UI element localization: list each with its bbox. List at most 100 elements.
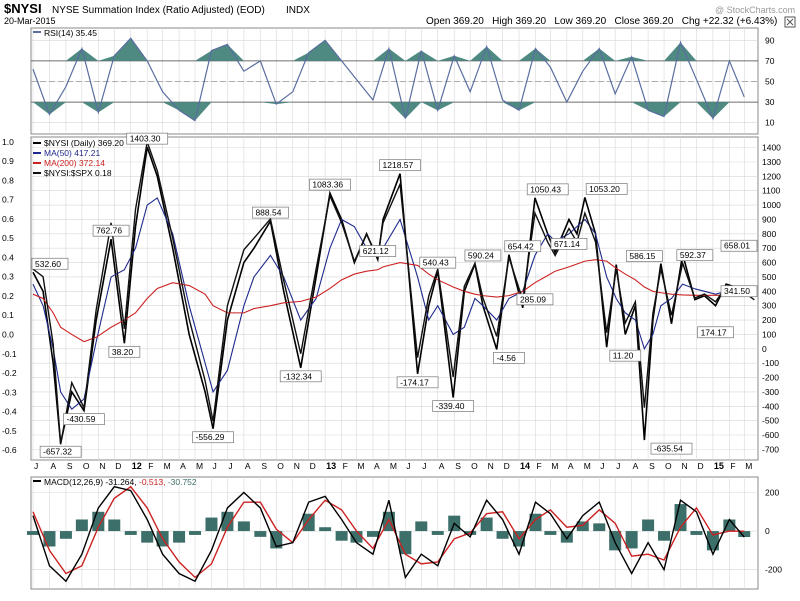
x-axis-month-label: A [245, 461, 251, 471]
price-y-left-tick-label: 0.1 [2, 310, 14, 320]
price-annotation-label: 38.20 [112, 347, 134, 357]
macd-histogram-bar [302, 513, 315, 532]
series-line-ma200 [32, 259, 755, 343]
rsi-y-tick-label: 70 [765, 56, 775, 66]
price-y-right-tick-label: 300 [762, 301, 776, 311]
price-y-right-tick-label: -100 [762, 358, 779, 368]
macd-histogram-bar [141, 531, 154, 543]
price-legend-swatch [33, 142, 41, 144]
macd-histogram-bar [254, 531, 267, 537]
price-y-left-tick-label: 0.7 [2, 195, 14, 205]
x-axis-month-label: A [633, 461, 639, 471]
macd-histogram-bar [75, 519, 88, 532]
macd-histogram-bar [723, 519, 736, 532]
price-annotation: 590.24 [464, 249, 502, 262]
macd-histogram-bar [658, 531, 671, 541]
rsi-panel-frame [30, 27, 759, 135]
x-axis-month-label: O [277, 461, 284, 471]
macd-histogram-bar [59, 531, 72, 539]
x-axis-month-label: M [164, 461, 171, 471]
price-y-right-tick-label: 0 [762, 344, 767, 354]
price-y-left-tick-label: 0.3 [2, 272, 14, 282]
close-box-icon[interactable] [784, 16, 796, 28]
price-panel-frame [30, 136, 759, 461]
macd-histogram-bar [319, 527, 332, 532]
macd-histogram-bar [480, 517, 493, 532]
x-axis-month-label: J [422, 461, 426, 471]
x-axis-month-label: M [584, 461, 591, 471]
price-legend-swatch [33, 162, 41, 164]
x-axis-month-label: F [148, 461, 153, 471]
macd-histogram-bar [609, 531, 622, 551]
price-annotation-label: 671.14 [554, 239, 580, 249]
rsi-y-tick-label: 30 [765, 97, 775, 107]
rsi-y-tick-label: 50 [765, 77, 775, 87]
price-y-right-tick-label: 200 [762, 315, 776, 325]
price-annotation: 621.12 [359, 245, 397, 257]
series-line-nysi-spx-ratio [32, 139, 755, 445]
rsi-y-tick-label: 90 [765, 35, 775, 45]
price-annotation: -132.34 [279, 370, 322, 383]
macd-histogram-bar [560, 531, 573, 543]
x-axis-month-label: S [649, 461, 655, 471]
price-annotation: -174.17 [396, 376, 439, 389]
macd-histogram-bar [270, 531, 283, 549]
price-annotation-label: -132.34 [283, 371, 312, 381]
x-axis-month-label: 13 [326, 461, 336, 471]
price-y-right-tick-label: 500 [762, 272, 776, 282]
x-axis-month-label: M [196, 461, 203, 471]
price-annotation-label: 1083.36 [312, 180, 343, 190]
x-axis-month-label: S [67, 461, 73, 471]
price-annotation: 341.50 [720, 285, 758, 298]
price-y-left-tick-label: -0.6 [2, 445, 17, 455]
macd-histogram-bar [237, 521, 250, 532]
price-legend-label: $NYSI (Daily) 369.20 [44, 138, 124, 148]
x-axis-month-label: D [504, 461, 510, 471]
price-annotation: -657.32 [39, 445, 82, 458]
x-axis-month-label: A [50, 461, 56, 471]
price-y-right-tick-label: -500 [762, 416, 779, 426]
axes-layer: J A S O N D 12 F M A M J J A S O N D 13 F M A M J J A S O N D 14 F M A M J J… [2, 35, 782, 574]
chart-exchange: INDX [286, 5, 310, 16]
price-annotation-label: 762.76 [96, 226, 122, 236]
price-y-right-tick-label: 1300 [762, 157, 781, 167]
price-annotation: -4.56 [493, 352, 525, 364]
price-legend-label: MA(200) 372.14 [44, 158, 105, 168]
x-axis-month-label: M [390, 461, 397, 471]
price-annotation-label: 532.60 [35, 259, 61, 269]
x-axis-month-label: S [455, 461, 461, 471]
x-axis-month-label: M [551, 461, 558, 471]
series-line-nysi [32, 146, 755, 444]
price-y-left-tick-label: -0.2 [2, 368, 17, 378]
rsi-y-tick-label: 10 [765, 118, 775, 128]
legend-layer: RSI(14) 35.45 $NYSI (Daily) 369.20MA(50) … [33, 28, 197, 487]
price-annotation-label: 540.43 [423, 258, 449, 268]
price-annotation-label: 658.01 [724, 241, 750, 251]
macd-histogram-bar [27, 531, 39, 535]
price-annotation-label: -4.56 [496, 353, 516, 363]
price-y-right-tick-label: -300 [762, 387, 779, 397]
price-annotation: 586.15 [626, 250, 663, 262]
x-axis-month-label: 12 [132, 461, 142, 471]
price-annotation-label: 1053.20 [589, 184, 620, 194]
price-y-left-tick-label: -0.4 [2, 407, 17, 417]
macd-histogram-bar [335, 531, 348, 541]
price-y-right-tick-label: 700 [762, 243, 776, 253]
price-y-left-tick-label: 0.2 [2, 291, 14, 301]
price-layer [32, 139, 755, 445]
price-y-right-tick-label: 1100 [762, 186, 781, 196]
price-annotation-label: 888.54 [255, 208, 281, 218]
price-y-right-tick-label: 1400 [762, 143, 781, 153]
x-axis-month-label: D [115, 461, 121, 471]
price-y-right-tick-label: 900 [762, 214, 776, 224]
price-annotation-label: 11.20 [613, 351, 634, 361]
price-y-left-tick-label: 0.0 [2, 330, 14, 340]
price-legend-swatch [33, 152, 41, 154]
x-axis-month-label: O [83, 461, 90, 471]
x-axis-month-label: N [488, 461, 494, 471]
price-annotation-label: -339.40 [436, 401, 465, 411]
price-legend-label: MA(50) 417.21 [44, 148, 100, 158]
price-legend-label: $NYSI:$SPX 0.18 [44, 168, 112, 178]
x-axis-month-label: F [536, 461, 541, 471]
